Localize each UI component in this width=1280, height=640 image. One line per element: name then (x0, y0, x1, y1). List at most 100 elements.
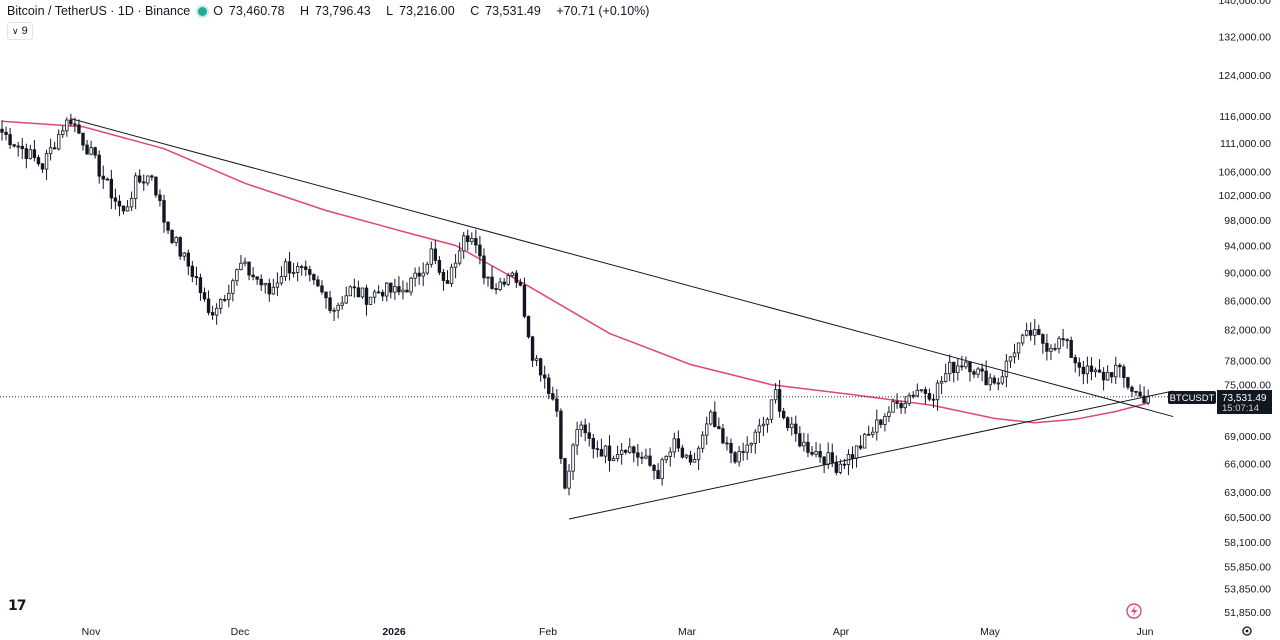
candle (312, 273, 316, 285)
candle (749, 442, 753, 454)
candle (514, 270, 519, 288)
candle (466, 229, 470, 251)
candle (28, 144, 33, 160)
x-tick-label: Apr (833, 626, 850, 638)
candle (875, 409, 879, 441)
y-tick-label: 69,000.00 (1224, 431, 1271, 443)
y-tick-label: 86,000.00 (1224, 295, 1271, 307)
candle (146, 175, 150, 186)
candle (518, 278, 523, 287)
candle (575, 421, 579, 455)
candle (587, 422, 591, 447)
change-value: +70.71 (+0.10%) (556, 4, 650, 18)
candle (611, 455, 616, 462)
candle (255, 276, 259, 285)
candle (923, 386, 928, 405)
candle (1045, 333, 1049, 361)
candle (61, 125, 65, 138)
candle (166, 221, 170, 235)
symbol-title[interactable]: Bitcoin / TetherUS · 1D · Binance (7, 4, 191, 18)
candle (834, 455, 838, 476)
y-tick-label: 51,850.00 (1224, 607, 1271, 619)
close-value: 73,531.49 (485, 4, 541, 18)
candle (328, 290, 332, 314)
candle (291, 262, 296, 278)
y-tick-label: 78,000.00 (1224, 355, 1271, 367)
candle (332, 307, 336, 322)
trendline[interactable] (70, 118, 1174, 418)
candle (713, 401, 717, 428)
candle (559, 408, 563, 464)
candle (1081, 360, 1086, 385)
candle (591, 434, 595, 459)
candle (85, 140, 89, 155)
candle (826, 442, 830, 469)
candle (316, 275, 320, 287)
candle (948, 354, 952, 382)
ticker-tag-bg (1168, 391, 1216, 404)
candle (461, 232, 466, 259)
candle (1130, 385, 1134, 398)
candle (1024, 322, 1029, 337)
candle (862, 432, 867, 449)
candle (44, 149, 49, 181)
trendline[interactable] (568, 390, 1174, 520)
y-tick-label: 53,850.00 (1224, 584, 1271, 596)
tradingview-logo[interactable]: 17 (8, 598, 27, 614)
candle (129, 191, 134, 212)
candle (672, 432, 676, 458)
candle (470, 232, 474, 245)
candle (154, 176, 158, 198)
settings-gear-icon[interactable] (1242, 626, 1252, 636)
candle (360, 287, 365, 299)
candle (595, 440, 600, 458)
time-axis[interactable]: Nov Dec 2026 Feb Mar Apr May Jun (82, 626, 1154, 638)
candle (700, 431, 705, 453)
candle (729, 438, 733, 464)
candle (741, 442, 745, 461)
candle (137, 169, 142, 184)
candle (802, 432, 806, 452)
candle (563, 457, 567, 490)
candle (1049, 344, 1053, 361)
candle (8, 127, 12, 149)
candle (283, 258, 288, 281)
candle (457, 242, 462, 266)
candle (753, 429, 757, 454)
candle (186, 249, 190, 276)
candle (117, 194, 122, 217)
candle (879, 418, 883, 429)
candle (445, 270, 450, 284)
candle (425, 261, 429, 275)
candle (1069, 336, 1073, 358)
candle (218, 298, 223, 314)
candle (81, 132, 85, 151)
candle (198, 273, 203, 301)
candle (170, 229, 174, 245)
candle (142, 174, 146, 191)
candle (109, 169, 114, 210)
candle (1041, 333, 1045, 354)
candle (1097, 359, 1102, 373)
candle (405, 282, 409, 293)
candle (1012, 343, 1017, 364)
x-tick-label: Dec (231, 626, 250, 638)
candle (705, 416, 709, 445)
candle (952, 361, 956, 383)
y-tick-label: 55,850.00 (1224, 561, 1271, 573)
candle (1126, 376, 1130, 390)
candle (1134, 390, 1138, 396)
indicator-toggle[interactable]: ∨ 9 (7, 22, 33, 40)
candle (271, 278, 276, 295)
candle (624, 449, 628, 455)
candle (1057, 336, 1061, 354)
price-axis[interactable]: 140,000.00 132,000.00 124,000.00 116,000.00… (1218, 0, 1271, 619)
candle (413, 267, 417, 287)
lightning-icon[interactable] (1126, 603, 1142, 619)
candle (1029, 322, 1033, 341)
candle (490, 266, 494, 290)
candle (931, 393, 936, 408)
candle (206, 290, 211, 316)
candle (599, 438, 604, 457)
